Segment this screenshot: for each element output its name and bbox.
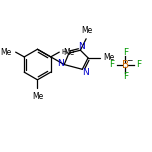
Text: B: B [122,60,129,70]
Text: Me: Me [63,48,74,57]
Text: N: N [78,42,85,51]
Text: Me: Me [103,53,115,62]
Text: N: N [57,59,64,68]
Text: Me: Me [81,26,93,35]
Text: N: N [82,68,89,77]
Text: F: F [123,73,128,81]
Text: F: F [109,60,114,69]
Text: −: − [126,56,132,65]
Text: Me: Me [1,48,12,57]
Text: Me: Me [32,92,43,101]
Text: F: F [136,60,141,69]
Text: H: H [62,49,67,55]
Text: F: F [123,48,128,57]
